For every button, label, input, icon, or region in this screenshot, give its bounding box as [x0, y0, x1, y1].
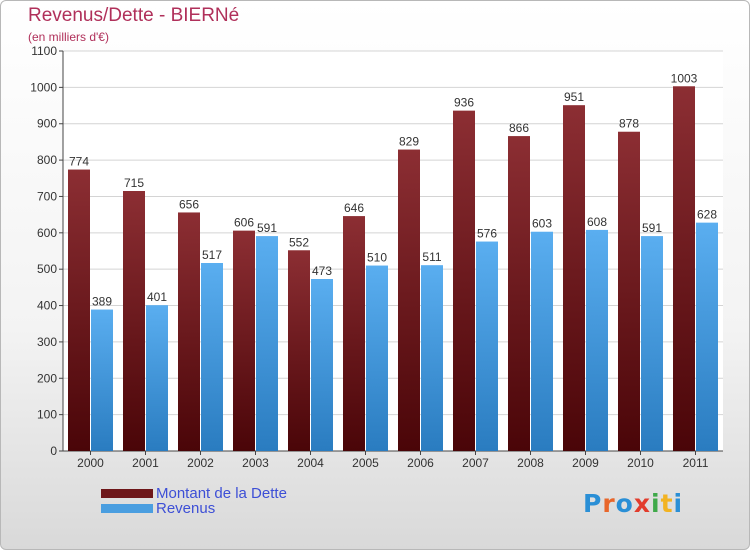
proxiti-logo: Proxiti	[583, 489, 683, 518]
bar-dette	[618, 131, 640, 451]
bar-dette	[233, 230, 255, 451]
y-tick-label: 0	[50, 444, 57, 458]
legend-swatch-revenus	[101, 504, 153, 513]
plot-area	[63, 51, 723, 451]
data-label-dette: 878	[619, 117, 639, 131]
x-tick-label: 2005	[352, 456, 379, 470]
bar-revenus	[586, 229, 608, 451]
data-label-dette: 1003	[671, 71, 698, 85]
data-label-revenus: 628	[697, 208, 717, 222]
data-label-dette: 774	[69, 155, 89, 169]
bar-revenus	[146, 305, 168, 451]
data-label-dette: 829	[399, 135, 419, 149]
bar-revenus	[421, 265, 443, 451]
data-label-revenus: 510	[367, 251, 387, 265]
data-label-revenus: 576	[477, 227, 497, 241]
logo-letter: P	[583, 489, 603, 518]
data-label-revenus: 511	[422, 250, 441, 264]
bar-revenus	[201, 263, 223, 451]
logo-letter: i	[651, 489, 661, 518]
data-label-dette: 936	[454, 96, 474, 110]
legend-label-revenus: Revenus	[156, 500, 216, 517]
x-tick-label: 2000	[77, 456, 104, 470]
bar-revenus	[256, 236, 278, 451]
bar-dette	[398, 149, 420, 451]
y-tick-label: 900	[37, 117, 57, 131]
bar-dette	[123, 191, 145, 451]
bar-dette	[453, 110, 475, 452]
y-tick-label: 800	[37, 153, 57, 167]
data-label-revenus: 389	[92, 295, 112, 309]
bar-dette	[673, 86, 695, 451]
y-tick-label: 100	[37, 408, 57, 422]
x-tick-label: 2007	[462, 456, 489, 470]
y-tick-label: 1000	[30, 80, 57, 94]
data-label-dette: 715	[124, 176, 144, 190]
legend-swatch-dette	[101, 489, 153, 498]
data-label-revenus: 603	[532, 217, 552, 231]
bar-revenus	[641, 236, 663, 451]
data-label-dette: 866	[509, 121, 529, 135]
x-tick-label: 2004	[297, 456, 324, 470]
bar-revenus	[91, 309, 113, 451]
logo-letter: o	[615, 489, 634, 518]
bar-revenus	[476, 241, 498, 451]
data-label-dette: 606	[234, 216, 254, 230]
legend-label-dette: Montant de la Dette	[156, 485, 287, 502]
data-label-dette: 646	[344, 201, 364, 215]
bar-dette	[288, 250, 310, 451]
data-label-revenus: 591	[257, 221, 277, 235]
bar-revenus	[531, 231, 553, 451]
data-label-revenus: 591	[642, 221, 662, 235]
data-label-revenus: 608	[587, 215, 607, 229]
logo-letter: i	[673, 489, 684, 518]
y-tick-label: 500	[37, 262, 57, 276]
x-tick-label: 2009	[572, 456, 599, 470]
x-tick-label: 2001	[132, 456, 159, 470]
logo-letter: t	[660, 489, 674, 518]
x-tick-label: 2002	[187, 456, 214, 470]
bar-revenus	[311, 279, 333, 451]
logo-letter: r	[602, 489, 616, 518]
chart-subtitle: (en milliers d'€)	[28, 30, 109, 44]
data-label-revenus: 473	[312, 264, 332, 278]
data-label-revenus: 401	[147, 290, 167, 304]
x-tick-label: 2010	[627, 456, 654, 470]
bar-dette	[178, 212, 200, 451]
bar-dette	[508, 136, 530, 451]
x-tick-label: 2011	[683, 456, 709, 470]
y-tick-label: 200	[37, 371, 57, 385]
data-label-dette: 656	[179, 197, 199, 211]
bar-dette	[563, 105, 585, 451]
y-tick-label: 1100	[31, 44, 57, 58]
data-label-dette: 951	[564, 90, 584, 104]
y-tick-label: 600	[37, 226, 57, 240]
x-tick-label: 2003	[242, 456, 269, 470]
bar-dette	[343, 216, 365, 451]
bar-dette	[68, 169, 90, 451]
x-tick-label: 2008	[517, 456, 544, 470]
data-label-dette: 552	[289, 235, 309, 249]
logo-letter: x	[633, 489, 651, 518]
y-tick-label: 300	[37, 335, 57, 349]
x-tick-label: 2006	[407, 456, 434, 470]
bar-revenus	[696, 222, 718, 451]
y-tick-label: 400	[37, 299, 57, 313]
y-tick-label: 700	[37, 189, 57, 203]
chart-title: Revenus/Dette - BIERNé	[28, 5, 240, 26]
data-label-revenus: 517	[202, 248, 222, 262]
bar-revenus	[366, 265, 388, 451]
